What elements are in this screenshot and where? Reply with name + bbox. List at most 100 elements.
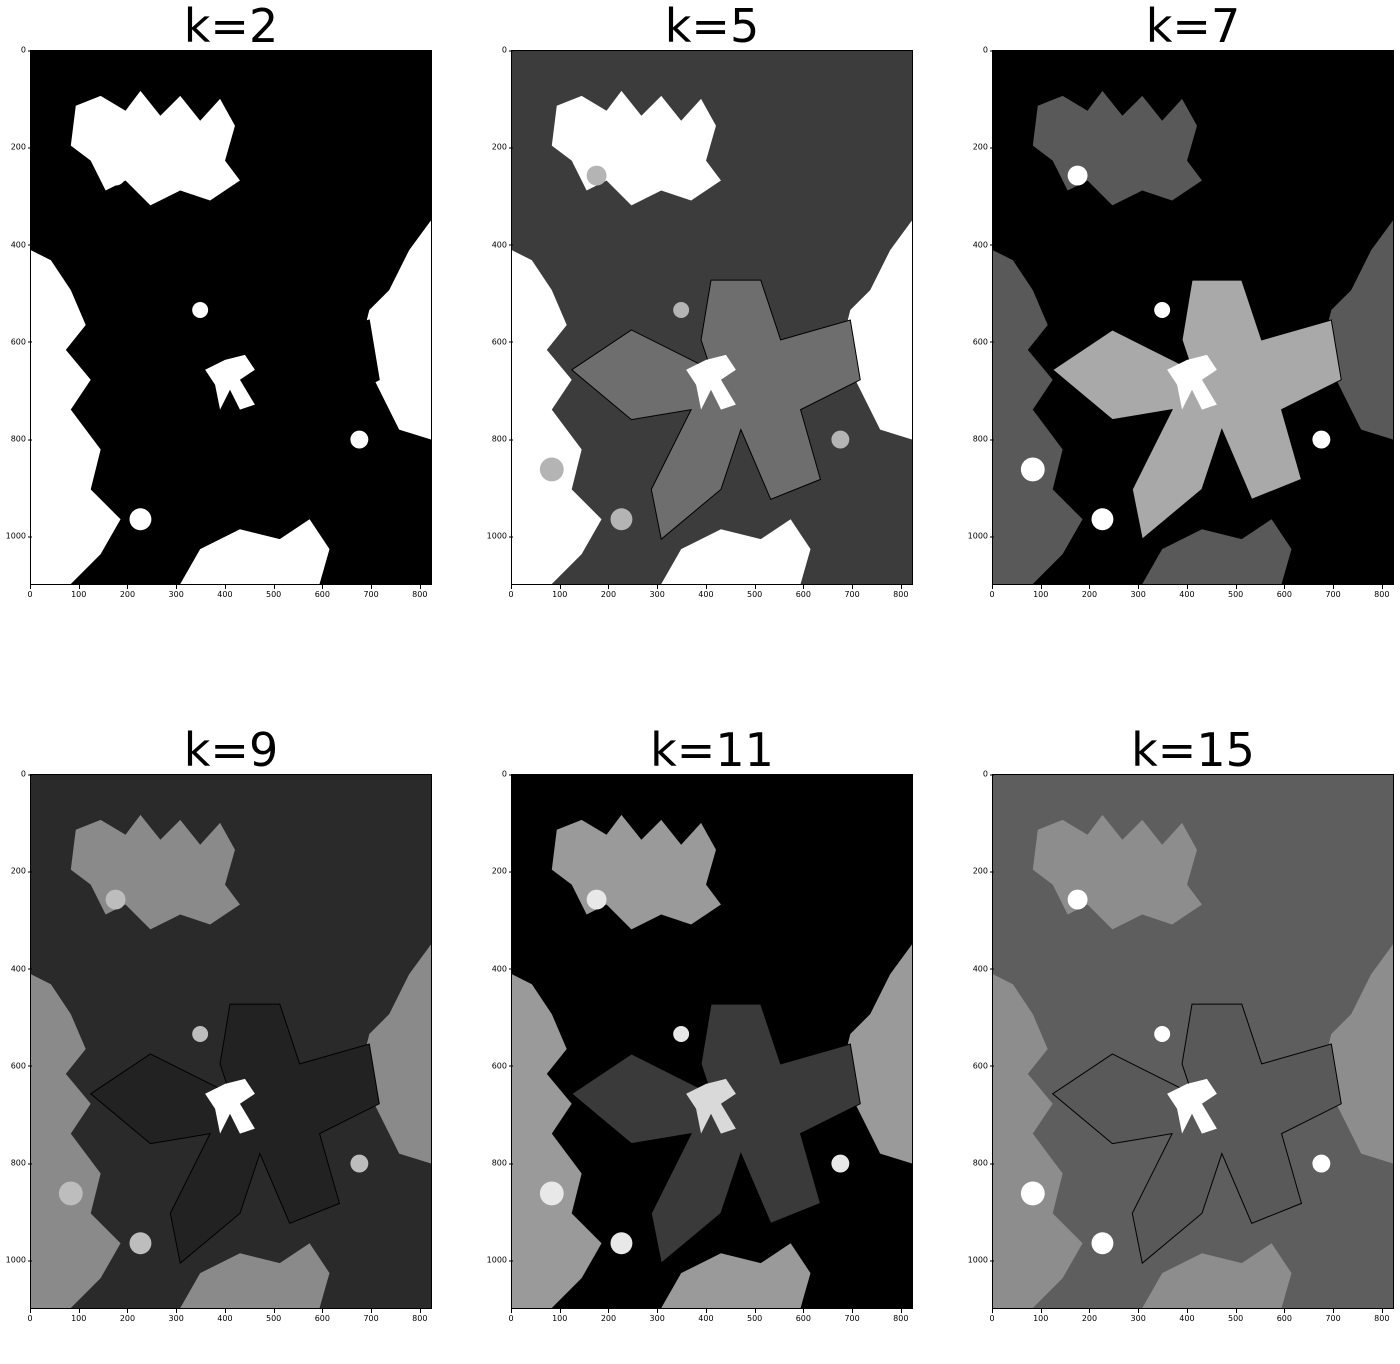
x-tick-label: 0 xyxy=(15,1309,45,1323)
spot-region xyxy=(1312,430,1331,449)
x-tick-label: 800 xyxy=(1367,1309,1397,1323)
petal-region xyxy=(1051,1003,1342,1265)
leaf-region xyxy=(180,1243,330,1308)
y-tick-label: 200 xyxy=(0,143,32,152)
x-tick-label: 800 xyxy=(886,1309,916,1323)
leaf-region xyxy=(840,944,912,1164)
petal-region xyxy=(89,1003,380,1265)
panel-title: k=5 xyxy=(664,0,760,53)
y-tick-label: 600 xyxy=(958,337,994,346)
x-tick-label: 200 xyxy=(593,585,623,599)
spot-region xyxy=(1020,1181,1045,1206)
x-tick-label: 700 xyxy=(356,585,386,599)
y-tick-label: 1000 xyxy=(0,532,32,541)
spot-region xyxy=(673,302,690,318)
y-tick-label: 1000 xyxy=(0,1256,32,1265)
flower-center-region xyxy=(205,354,255,410)
segmented-image xyxy=(511,50,913,585)
x-tick-label: 300 xyxy=(161,1309,191,1323)
segmented-flower-image xyxy=(31,51,431,584)
spot-region xyxy=(350,1154,369,1173)
x-tick-label: 800 xyxy=(405,1309,435,1323)
panel-title: k=9 xyxy=(183,723,279,777)
x-tick-label: 500 xyxy=(259,585,289,599)
x-tick-label: 0 xyxy=(977,585,1007,599)
x-tick-label: 0 xyxy=(496,1309,526,1323)
spot-region xyxy=(586,165,607,186)
segmented-flower-image xyxy=(512,775,912,1308)
spot-region xyxy=(1020,457,1045,482)
y-tick-label: 600 xyxy=(958,1061,994,1070)
x-tick-label: 400 xyxy=(691,1309,721,1323)
y-tick-label: 200 xyxy=(477,143,513,152)
y-tick-label: 800 xyxy=(958,435,994,444)
x-tick-label: 100 xyxy=(1026,1309,1056,1323)
y-tick-label: 0 xyxy=(0,46,32,55)
leaf-region xyxy=(993,250,1083,584)
panel-title: k=11 xyxy=(650,723,774,777)
x-tick-label: 800 xyxy=(886,585,916,599)
y-tick-label: 800 xyxy=(0,435,32,444)
x-tick-label: 0 xyxy=(977,1309,1007,1323)
x-tick-label: 100 xyxy=(1026,585,1056,599)
y-tick-label: 400 xyxy=(477,240,513,249)
x-tick-label: 100 xyxy=(545,1309,575,1323)
flower-center-region xyxy=(205,1078,255,1134)
segmentation-panel: k=9 0 200 400 600 800 1000 0 100 200 300 400 500 600 7… xyxy=(0,724,440,1364)
x-tick-label: 600 xyxy=(1269,585,1299,599)
segmented-image xyxy=(30,774,432,1309)
spot-region xyxy=(831,1154,850,1173)
x-tick-label: 0 xyxy=(496,585,526,599)
y-tick-label: 400 xyxy=(958,240,994,249)
leaf-region xyxy=(661,519,811,584)
spot-region xyxy=(129,508,152,531)
x-tick-label: 700 xyxy=(1318,1309,1348,1323)
x-tick-label: 500 xyxy=(1221,1309,1251,1323)
segmented-flower-image xyxy=(993,51,1393,584)
x-tick-label: 600 xyxy=(307,1309,337,1323)
spot-region xyxy=(129,1232,152,1255)
x-tick-label: 200 xyxy=(112,585,142,599)
petal-region xyxy=(1051,279,1342,541)
y-tick-label: 200 xyxy=(477,867,513,876)
spot-region xyxy=(105,889,126,910)
y-tick-label: 400 xyxy=(0,964,32,973)
segmented-image xyxy=(992,774,1394,1309)
x-tick-label: 200 xyxy=(112,1309,142,1323)
x-tick-label: 500 xyxy=(740,585,770,599)
x-tick-label: 600 xyxy=(1269,1309,1299,1323)
leaf-region xyxy=(512,250,602,584)
flower-center-region xyxy=(1167,354,1217,410)
leaf-region xyxy=(1321,220,1393,440)
x-tick-label: 300 xyxy=(642,1309,672,1323)
spot-region xyxy=(1154,302,1171,318)
spot-region xyxy=(58,1181,83,1206)
x-tick-label: 600 xyxy=(307,585,337,599)
x-tick-label: 200 xyxy=(593,1309,623,1323)
y-tick-label: 0 xyxy=(477,46,513,55)
y-tick-label: 800 xyxy=(958,1159,994,1168)
leaf-region xyxy=(512,974,602,1308)
x-tick-label: 100 xyxy=(64,585,94,599)
x-tick-label: 400 xyxy=(691,585,721,599)
spot-region xyxy=(1067,165,1088,186)
spot-region xyxy=(1091,1232,1114,1255)
y-tick-label: 600 xyxy=(0,337,32,346)
x-tick-label: 0 xyxy=(15,585,45,599)
x-tick-label: 800 xyxy=(405,585,435,599)
spot-region xyxy=(58,457,83,482)
y-tick-label: 200 xyxy=(958,143,994,152)
x-tick-label: 300 xyxy=(1123,585,1153,599)
y-tick-label: 1000 xyxy=(958,532,994,541)
spot-region xyxy=(105,165,126,186)
x-tick-label: 600 xyxy=(788,1309,818,1323)
flower-center-region xyxy=(686,1078,736,1134)
segmented-image xyxy=(30,50,432,585)
leaf-region xyxy=(359,944,431,1164)
x-tick-label: 300 xyxy=(1123,1309,1153,1323)
spot-region xyxy=(192,302,209,318)
y-tick-label: 1000 xyxy=(477,532,513,541)
y-tick-label: 400 xyxy=(0,240,32,249)
panel-title: k=15 xyxy=(1131,723,1255,777)
y-tick-label: 200 xyxy=(958,867,994,876)
